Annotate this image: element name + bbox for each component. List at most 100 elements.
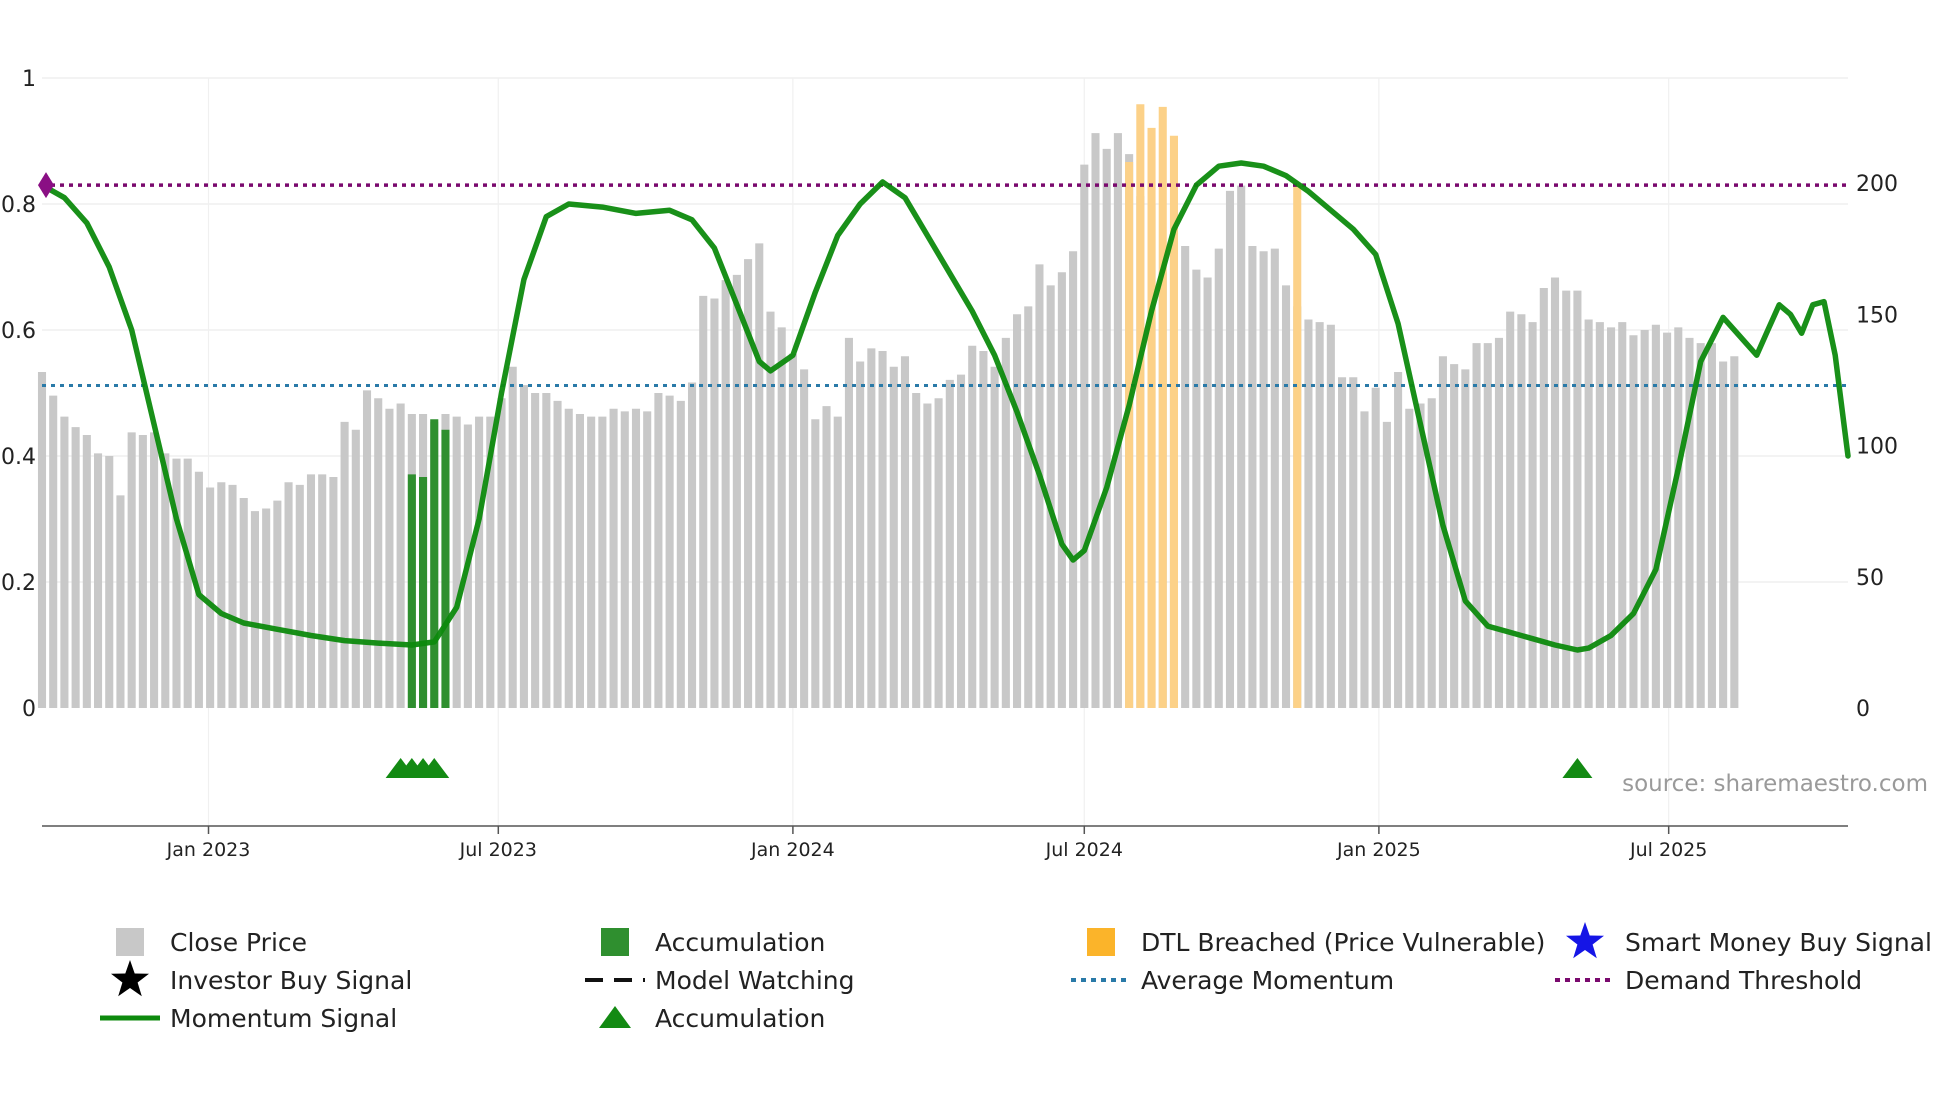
close-price-bar bbox=[508, 366, 517, 708]
close-price-bar bbox=[1237, 185, 1246, 708]
close-price-bar bbox=[1584, 319, 1593, 708]
close-price-bar bbox=[1539, 288, 1548, 708]
close-price-bar bbox=[116, 495, 125, 708]
source-label: source: sharemaestro.com bbox=[1622, 771, 1928, 797]
close-price-bar bbox=[37, 372, 47, 708]
close-price-bar bbox=[1461, 369, 1470, 708]
close-price-bar bbox=[811, 419, 820, 708]
close-price-bar bbox=[396, 403, 405, 708]
legend: Close Price Accumulation DTL Breached (Pri… bbox=[100, 922, 1932, 1033]
close-price-bar bbox=[1483, 343, 1492, 708]
close-price-bar bbox=[362, 390, 372, 708]
close-price-bar bbox=[822, 406, 831, 708]
close-price-bar bbox=[620, 411, 629, 708]
close-price-bar bbox=[49, 395, 58, 708]
close-price-bar bbox=[777, 327, 786, 708]
close-price-bar bbox=[519, 385, 528, 708]
close-price-bar bbox=[744, 259, 753, 708]
close-price-bar bbox=[1360, 411, 1369, 708]
legend-label: Smart Money Buy Signal bbox=[1625, 928, 1932, 957]
dtl-breached-bar bbox=[1293, 185, 1302, 708]
close-price-bar bbox=[1281, 285, 1291, 708]
close-price-bar bbox=[687, 382, 697, 708]
close-price-bar bbox=[262, 508, 271, 708]
close-price-bar bbox=[475, 416, 484, 708]
legend-label: Momentum Signal bbox=[170, 1004, 397, 1033]
close-price-bar bbox=[1371, 387, 1380, 708]
close-price-bar bbox=[1080, 164, 1089, 708]
y-left-tick-label: 0.4 bbox=[1, 445, 36, 470]
close-price-bar bbox=[1719, 361, 1728, 708]
legend-label: Investor Buy Signal bbox=[170, 966, 412, 995]
close-price-bar bbox=[1013, 314, 1022, 708]
close-price-bar bbox=[1685, 337, 1694, 708]
close-price-bar bbox=[82, 435, 91, 708]
close-price-bar bbox=[553, 400, 562, 708]
close-price-bar bbox=[1057, 272, 1066, 708]
close-price-bar bbox=[1494, 337, 1504, 708]
x-tick-label: Jul 2024 bbox=[1045, 839, 1123, 861]
close-price-bar bbox=[127, 432, 136, 708]
close-price-bar bbox=[1270, 248, 1279, 708]
close-price-bar bbox=[643, 411, 652, 708]
close-price-bar bbox=[889, 366, 898, 708]
close-price-bar bbox=[732, 274, 741, 708]
y-left-tick-label: 1 bbox=[22, 67, 36, 92]
close-price-bar bbox=[60, 416, 69, 708]
close-price-bar bbox=[1326, 324, 1335, 708]
y-right-tick-label: 100 bbox=[1856, 435, 1898, 460]
close-price-bar bbox=[676, 400, 685, 708]
close-price-bar bbox=[306, 474, 316, 708]
close-price-bar bbox=[1640, 330, 1649, 708]
close-price-bar bbox=[721, 280, 730, 708]
y-right-tick-label: 200 bbox=[1856, 172, 1898, 197]
close-price-bar bbox=[217, 482, 226, 708]
close-price-bar bbox=[956, 374, 966, 708]
close-price-bar bbox=[1517, 314, 1526, 708]
close-price-bar bbox=[923, 403, 932, 708]
accumulation-bar bbox=[441, 429, 450, 708]
close-price-bar bbox=[138, 435, 147, 708]
close-price-bar bbox=[71, 427, 80, 708]
legend-star-blue-icon bbox=[1566, 922, 1604, 959]
y-left-tick-label: 0 bbox=[22, 697, 36, 722]
accumulation-bar bbox=[419, 477, 428, 708]
close-price-bar bbox=[497, 398, 506, 708]
close-price-bar bbox=[1405, 408, 1414, 708]
close-price-bar bbox=[1707, 343, 1716, 708]
y-left-tick-label: 0.8 bbox=[1, 193, 36, 218]
close-price-bar bbox=[1506, 311, 1515, 708]
legend-square-orange bbox=[1087, 928, 1115, 956]
close-price-bar bbox=[1651, 324, 1660, 708]
close-price-bar bbox=[1349, 377, 1358, 708]
close-price-bar bbox=[968, 345, 977, 708]
x-tick-label: Jul 2023 bbox=[459, 839, 537, 861]
close-price-bar bbox=[1562, 290, 1571, 708]
close-price-bar bbox=[295, 484, 304, 708]
legend-label: Average Momentum bbox=[1141, 966, 1394, 995]
close-price-bar bbox=[150, 432, 159, 708]
close-price-bar bbox=[1696, 343, 1705, 708]
close-price-bar bbox=[329, 477, 338, 708]
legend-label: Close Price bbox=[170, 928, 307, 957]
close-price-bar bbox=[250, 511, 259, 708]
close-price-bar bbox=[1450, 364, 1459, 708]
close-price-bar bbox=[93, 453, 103, 708]
legend-label: Model Watching bbox=[655, 966, 855, 995]
y-left-tick-label: 0.2 bbox=[1, 571, 36, 596]
close-price-bar bbox=[340, 421, 349, 708]
close-price-bar bbox=[105, 456, 114, 708]
close-price-bar bbox=[710, 298, 719, 708]
close-price-bar bbox=[1225, 190, 1235, 708]
close-price-bar bbox=[1618, 322, 1627, 708]
close-price-bar bbox=[1046, 285, 1055, 708]
close-price-bar bbox=[878, 351, 887, 708]
close-price-bar bbox=[273, 500, 282, 708]
x-tick-label: Jan 2024 bbox=[750, 839, 835, 861]
close-price-bar bbox=[385, 408, 394, 708]
close-price-bar bbox=[1528, 322, 1537, 708]
close-price-bar bbox=[1102, 148, 1111, 708]
legend-label: Demand Threshold bbox=[1625, 966, 1862, 995]
close-price-bar bbox=[1069, 251, 1078, 708]
